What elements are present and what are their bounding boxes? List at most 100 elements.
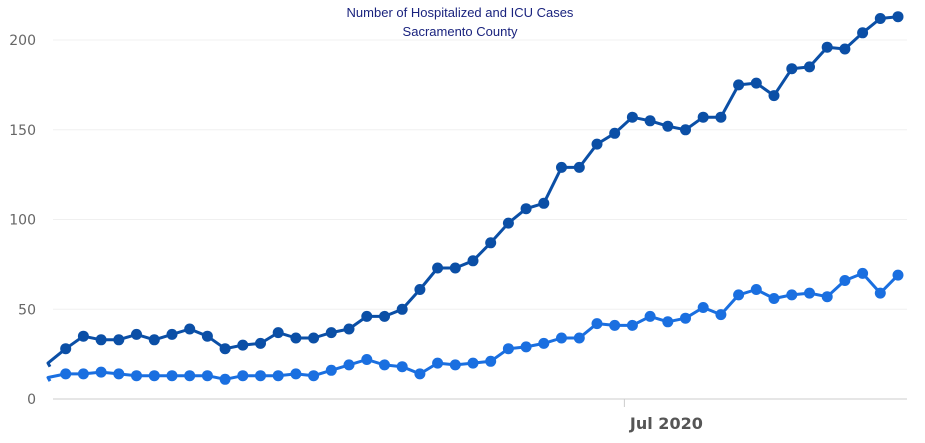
data-point bbox=[520, 341, 532, 353]
data-point bbox=[325, 327, 337, 339]
data-point bbox=[60, 343, 72, 355]
data-point bbox=[343, 359, 355, 371]
data-point bbox=[750, 284, 762, 295]
data-point bbox=[768, 90, 780, 102]
data-point bbox=[184, 323, 196, 335]
data-point bbox=[131, 370, 142, 382]
data-point bbox=[538, 337, 550, 349]
chart-title: Number of Hospitalized and ICU Cases bbox=[347, 5, 574, 20]
data-point bbox=[804, 287, 815, 299]
data-point bbox=[609, 127, 621, 139]
data-point bbox=[591, 318, 603, 330]
data-point bbox=[715, 309, 727, 321]
data-point bbox=[113, 334, 125, 346]
y-tick-label: 200 bbox=[9, 33, 36, 49]
data-point bbox=[786, 289, 798, 301]
data-point bbox=[556, 332, 567, 344]
x-axis: Jul 2020 bbox=[623, 399, 703, 433]
data-point bbox=[166, 328, 178, 340]
gridlines bbox=[53, 39, 907, 310]
data-point bbox=[467, 255, 479, 267]
data-point bbox=[467, 357, 479, 369]
data-point bbox=[77, 330, 89, 342]
data-point bbox=[95, 334, 107, 346]
data-point bbox=[644, 310, 656, 322]
series-2 bbox=[46, 267, 904, 385]
data-point bbox=[361, 310, 373, 322]
y-axis: 0 50 100 150 200 bbox=[9, 33, 36, 408]
data-point bbox=[768, 293, 780, 304]
data-point bbox=[272, 327, 284, 339]
data-point bbox=[609, 319, 621, 331]
data-point bbox=[414, 368, 426, 380]
data-point bbox=[201, 370, 213, 382]
data-point bbox=[892, 11, 904, 23]
data-point bbox=[857, 27, 869, 39]
data-point bbox=[556, 161, 567, 173]
y-tick-label: 50 bbox=[18, 302, 36, 318]
data-point bbox=[786, 63, 798, 75]
chart-subtitle: Sacramento County bbox=[403, 24, 518, 39]
data-point bbox=[485, 355, 497, 367]
data-point bbox=[874, 13, 886, 24]
data-point bbox=[272, 370, 284, 382]
data-point bbox=[184, 370, 196, 382]
data-point bbox=[874, 287, 886, 299]
data-point bbox=[308, 370, 320, 382]
data-point bbox=[201, 330, 213, 342]
data-point bbox=[626, 111, 638, 123]
data-point bbox=[290, 332, 302, 344]
data-point bbox=[219, 373, 231, 385]
data-point bbox=[414, 284, 426, 295]
data-point bbox=[839, 43, 851, 55]
y-tick-label: 150 bbox=[9, 123, 36, 139]
data-point bbox=[697, 111, 709, 123]
data-point bbox=[662, 316, 674, 328]
data-point bbox=[255, 337, 266, 349]
data-point bbox=[396, 361, 408, 373]
data-point bbox=[449, 262, 461, 274]
x-tick-label: Jul 2020 bbox=[629, 414, 703, 433]
data-point bbox=[113, 368, 125, 380]
data-point bbox=[502, 217, 514, 229]
data-point bbox=[396, 303, 408, 315]
data-point bbox=[591, 138, 603, 150]
series-layer bbox=[46, 11, 904, 385]
data-point bbox=[644, 115, 656, 127]
data-point bbox=[95, 366, 107, 378]
data-point bbox=[680, 124, 691, 136]
data-point bbox=[432, 262, 444, 274]
data-point bbox=[733, 289, 745, 301]
data-point bbox=[821, 41, 833, 53]
data-point bbox=[573, 332, 585, 344]
data-point bbox=[432, 357, 444, 369]
data-point bbox=[662, 120, 674, 132]
data-point bbox=[626, 319, 638, 331]
data-point bbox=[77, 368, 89, 380]
data-point bbox=[715, 111, 727, 123]
data-point bbox=[892, 269, 904, 281]
data-point bbox=[839, 275, 851, 286]
data-point bbox=[325, 364, 337, 376]
data-point bbox=[131, 328, 142, 340]
data-point bbox=[449, 359, 461, 371]
data-point bbox=[804, 61, 815, 73]
data-point bbox=[697, 302, 709, 313]
data-point bbox=[343, 323, 355, 335]
data-point bbox=[502, 343, 514, 355]
data-point bbox=[166, 370, 178, 382]
data-point bbox=[857, 267, 869, 279]
data-point bbox=[573, 161, 585, 173]
data-point bbox=[308, 332, 320, 344]
data-point bbox=[237, 339, 249, 351]
data-point bbox=[520, 203, 532, 215]
data-point bbox=[538, 197, 550, 209]
data-point bbox=[485, 237, 497, 249]
data-point bbox=[219, 343, 231, 355]
data-point bbox=[379, 359, 390, 371]
data-point bbox=[733, 79, 745, 91]
data-point bbox=[680, 312, 691, 324]
series-line bbox=[46, 15, 899, 368]
data-point bbox=[148, 370, 160, 382]
